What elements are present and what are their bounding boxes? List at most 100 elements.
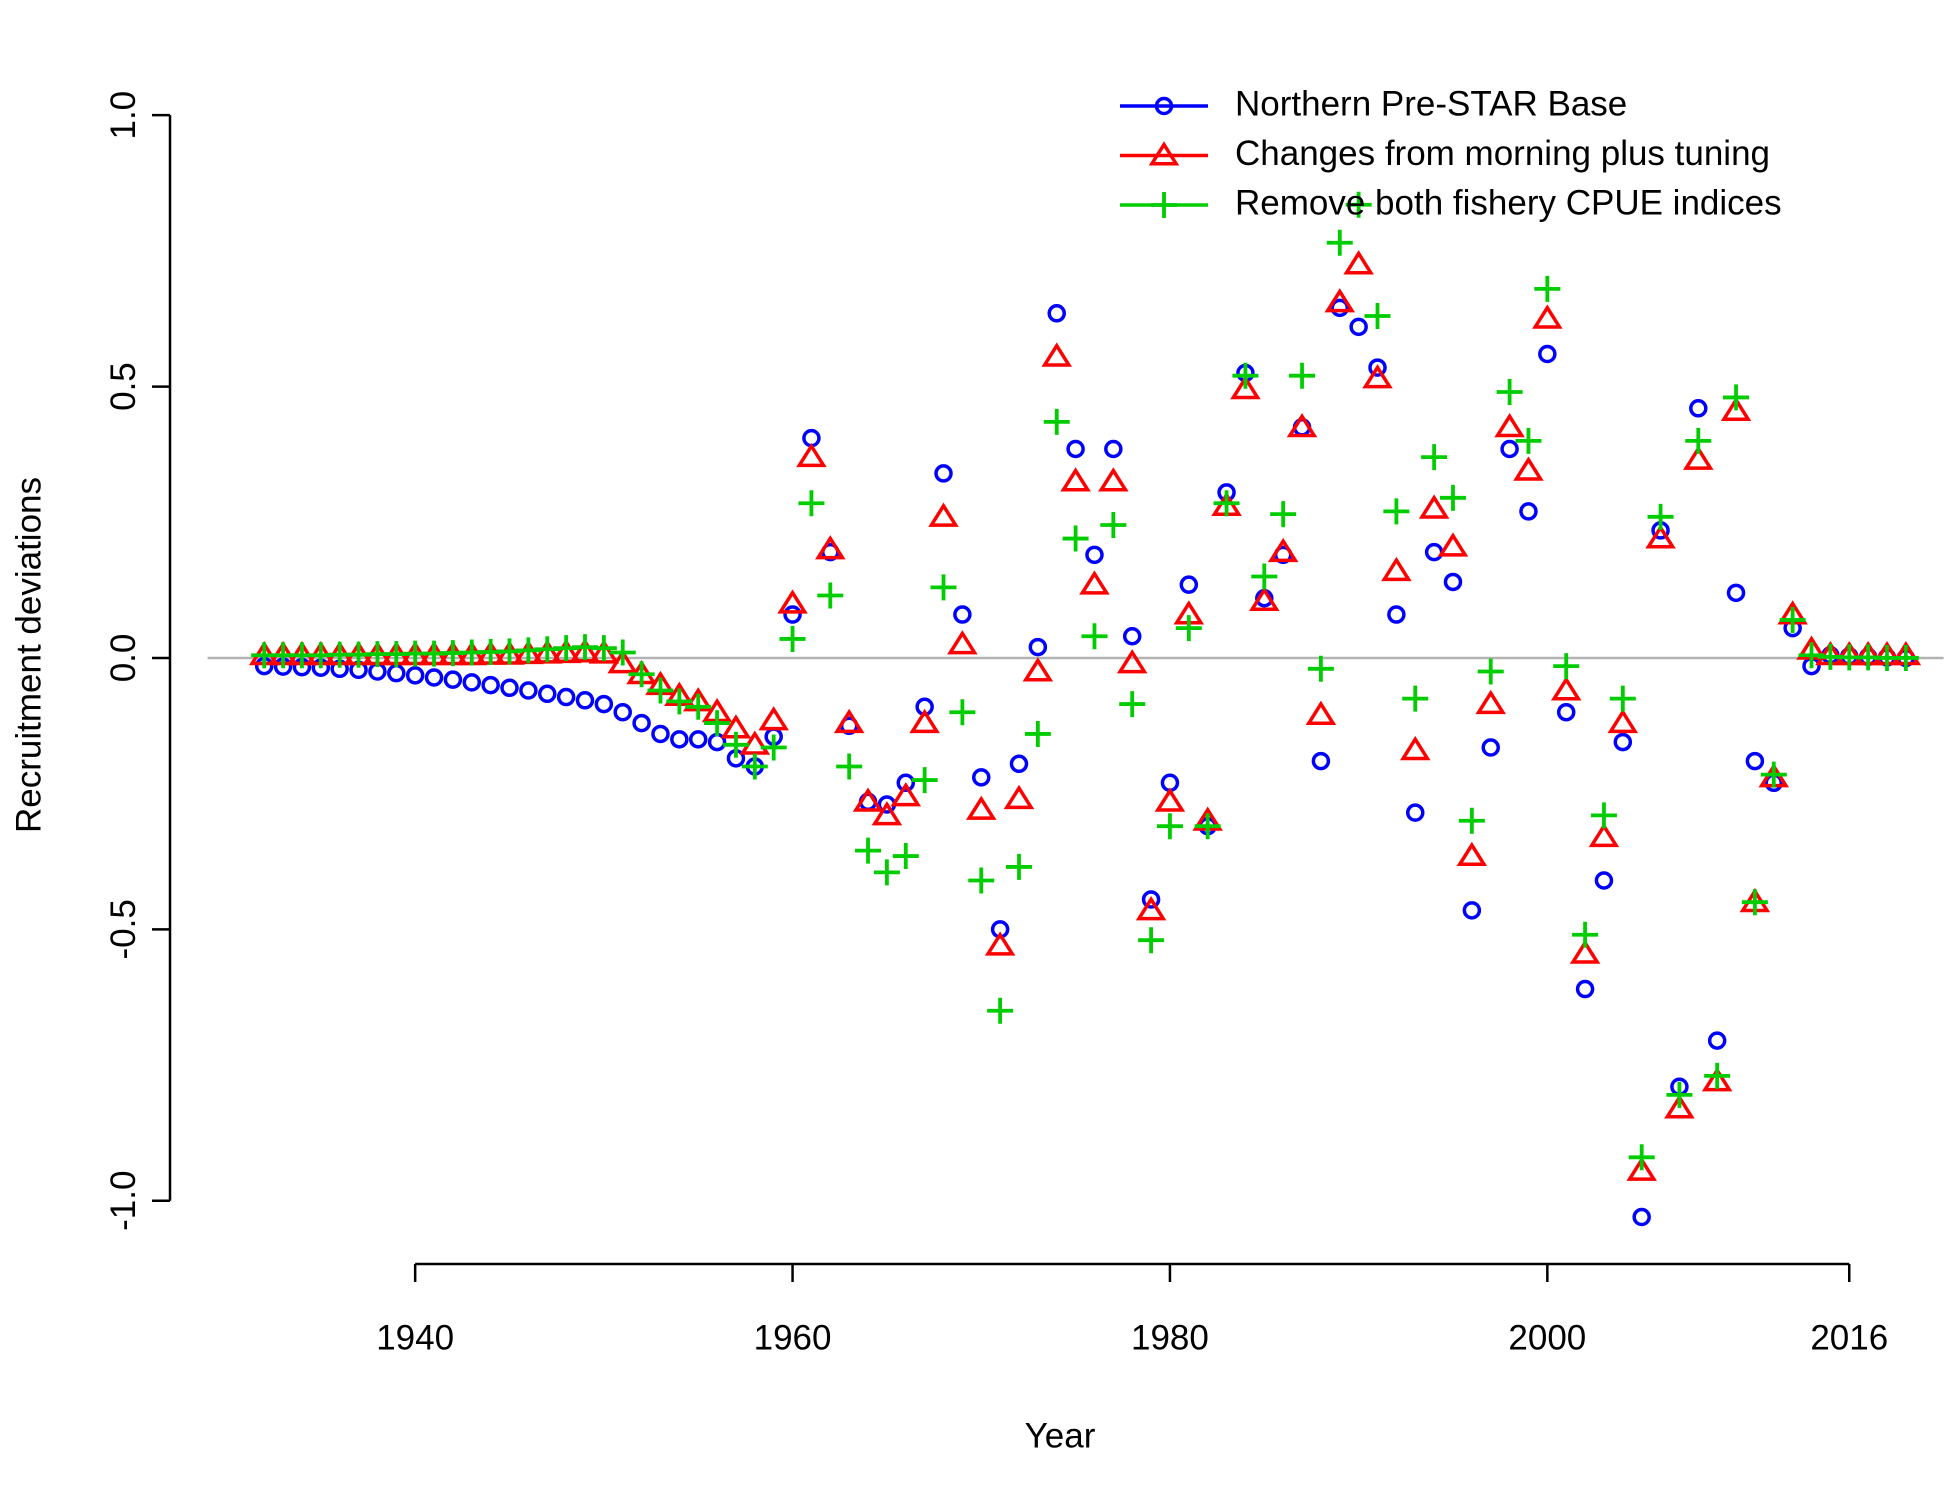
point: [550, 638, 582, 664]
point: [1519, 502, 1538, 521]
point: [947, 630, 978, 655]
point: [1632, 1207, 1651, 1227]
point: [1024, 720, 1051, 747]
point: [1326, 229, 1353, 256]
point: [1305, 700, 1337, 725]
point: [1156, 813, 1183, 840]
legend-label: Changes from morning plus tuning: [1235, 134, 1770, 173]
y-tick-label: 0.0: [104, 634, 143, 683]
point: [1066, 439, 1085, 459]
legend-label: Remove both fishery CPUE indices: [1235, 183, 1782, 222]
point: [569, 638, 601, 663]
point: [1081, 623, 1108, 650]
point: [1009, 754, 1029, 774]
point: [1575, 979, 1595, 999]
x-axis-title: Year: [1025, 1416, 1096, 1455]
point: [1267, 537, 1299, 563]
point: [1383, 498, 1410, 525]
point: [1251, 563, 1278, 590]
point: [1232, 362, 1259, 389]
x-tick-label: 1960: [754, 1318, 832, 1357]
point: [556, 687, 576, 707]
point: [783, 605, 802, 624]
y-tick-label: 1.0: [104, 91, 143, 140]
point: [609, 639, 636, 666]
point: [1179, 575, 1199, 594]
point: [758, 706, 789, 731]
point: [1286, 412, 1318, 438]
point: [462, 673, 482, 692]
point: [1532, 304, 1563, 329]
point: [1349, 317, 1368, 337]
point: [1550, 676, 1582, 701]
point: [1119, 691, 1146, 718]
point: [972, 768, 991, 787]
point: [1664, 1094, 1695, 1119]
point: [1424, 542, 1444, 562]
point: [424, 668, 444, 687]
point: [871, 801, 903, 826]
point: [817, 582, 844, 609]
point: [1343, 250, 1374, 275]
point: [1043, 408, 1070, 435]
point: [798, 490, 825, 517]
point: [1213, 490, 1240, 517]
point: [1500, 439, 1519, 459]
point: [1138, 927, 1165, 954]
y-tick-label: -0.5: [104, 899, 143, 959]
point: [590, 635, 617, 662]
point: [833, 708, 865, 734]
point: [1439, 484, 1466, 511]
point: [1745, 751, 1765, 771]
legend-marker: [1151, 192, 1177, 218]
point: [1594, 871, 1614, 890]
point: [1085, 545, 1104, 565]
point: [1022, 657, 1054, 682]
point: [1289, 362, 1316, 389]
point: [1060, 467, 1091, 492]
point: [796, 442, 827, 468]
point: [928, 502, 959, 527]
point: [1421, 444, 1448, 471]
point: [1647, 503, 1674, 530]
point: [575, 691, 595, 710]
y-axis-title: Recruitment deviations: [9, 477, 48, 833]
point: [815, 535, 846, 560]
point: [1685, 427, 1712, 454]
point: [1892, 644, 1919, 671]
point: [777, 589, 808, 614]
point: [1028, 637, 1048, 657]
point: [741, 753, 768, 780]
point: [1475, 689, 1506, 715]
y-tick-label: -1.0: [104, 1171, 143, 1231]
x-tick-label: 2016: [1810, 1318, 1888, 1357]
point: [1538, 344, 1557, 364]
point: [1458, 807, 1485, 834]
point: [1683, 445, 1714, 470]
point: [1720, 396, 1752, 421]
point: [930, 574, 957, 601]
point: [1418, 494, 1450, 519]
point: [1494, 412, 1525, 438]
point: [666, 688, 693, 715]
point: [1003, 784, 1035, 810]
point: [1456, 841, 1488, 867]
point: [1194, 813, 1221, 840]
point: [1122, 626, 1142, 646]
point: [1666, 1081, 1693, 1108]
point: [1645, 524, 1676, 549]
point: [1005, 853, 1032, 880]
point: [1368, 358, 1387, 377]
point: [1364, 303, 1391, 330]
point: [1307, 655, 1334, 682]
point: [1701, 1067, 1733, 1092]
point: [1707, 1031, 1727, 1050]
point: [1270, 501, 1297, 528]
point: [1588, 822, 1620, 848]
point: [1556, 702, 1576, 722]
point: [1572, 921, 1599, 948]
point: [1553, 653, 1580, 680]
point: [613, 702, 632, 722]
point: [1406, 803, 1425, 822]
point: [953, 605, 972, 624]
